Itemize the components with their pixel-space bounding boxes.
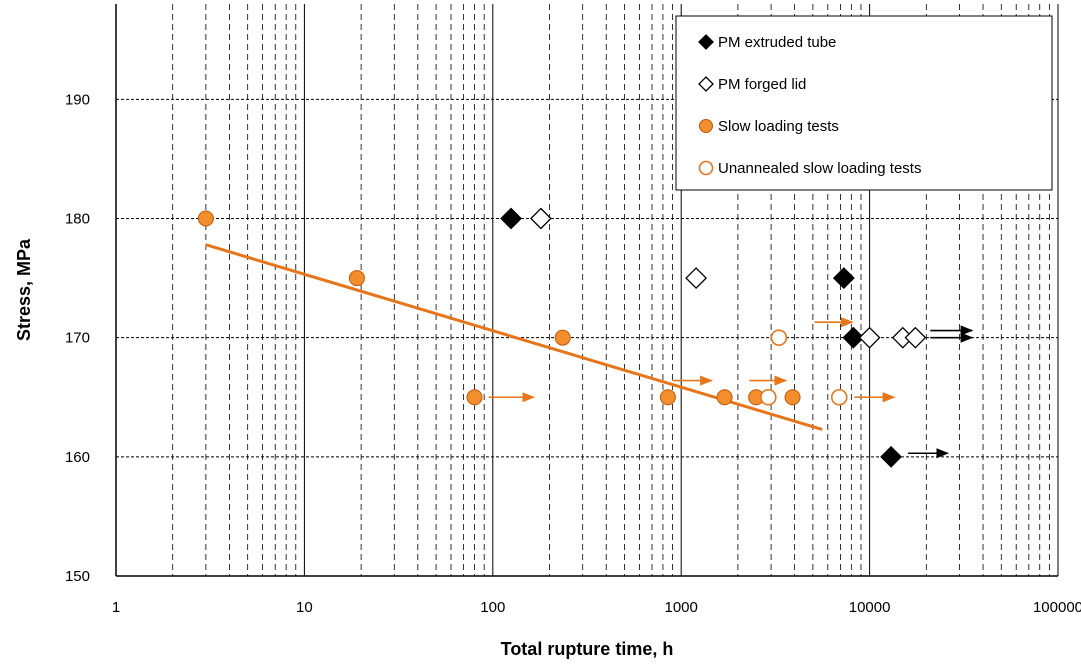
y-tick-label: 180 bbox=[65, 211, 90, 228]
data-point bbox=[197, 210, 214, 227]
data-point bbox=[770, 329, 788, 346]
data-point bbox=[466, 389, 483, 406]
data-point bbox=[554, 329, 571, 346]
legend-marker bbox=[698, 34, 714, 50]
legend-label: PM extruded tube bbox=[718, 34, 836, 51]
data-point bbox=[500, 207, 522, 230]
x-axis-title: Total rupture time, h bbox=[501, 639, 674, 659]
y-tick-label: 170 bbox=[65, 330, 90, 347]
legend-marker bbox=[698, 160, 714, 176]
legend-marker bbox=[698, 76, 714, 92]
data-point bbox=[784, 389, 801, 406]
data-point bbox=[529, 207, 552, 230]
data-point bbox=[659, 389, 676, 406]
legend-label: Slow loading tests bbox=[718, 118, 839, 135]
legend: PM extruded tube PM forged lid Slow loadin… bbox=[675, 15, 1053, 191]
x-tick-label: 10 bbox=[296, 599, 313, 616]
y-tick-label: 150 bbox=[65, 568, 90, 585]
x-tick-label: 1 bbox=[112, 599, 120, 616]
y-tick-label: 160 bbox=[65, 449, 90, 466]
y-tick-label: 190 bbox=[65, 91, 90, 108]
data-points bbox=[197, 207, 927, 468]
data-point bbox=[760, 388, 777, 406]
data-point bbox=[858, 326, 881, 349]
x-tick-labels: 1 10 100 1000 10000 100000 bbox=[112, 599, 1081, 616]
runout-arrows bbox=[488, 317, 974, 459]
data-point bbox=[880, 445, 902, 468]
legend-label: PM forged lid bbox=[718, 76, 806, 93]
data-point bbox=[842, 326, 865, 349]
legend-label: Unannealed slow loading tests bbox=[718, 160, 921, 177]
x-tick-label: 10000 bbox=[849, 599, 891, 616]
data-point bbox=[830, 388, 848, 406]
data-point bbox=[685, 267, 708, 290]
x-tick-label: 100 bbox=[480, 599, 505, 616]
x-tick-label: 100000 bbox=[1033, 599, 1081, 616]
y-tick-labels: 150 160 170 180 190 bbox=[65, 91, 90, 585]
data-point bbox=[832, 267, 855, 290]
data-point bbox=[348, 270, 365, 287]
legend-marker bbox=[699, 119, 713, 133]
x-tick-label: 1000 bbox=[665, 599, 698, 616]
data-point bbox=[904, 326, 927, 349]
data-point bbox=[716, 389, 733, 406]
y-axis-title: Stress, MPa bbox=[14, 238, 34, 341]
legend-box bbox=[675, 15, 1053, 191]
